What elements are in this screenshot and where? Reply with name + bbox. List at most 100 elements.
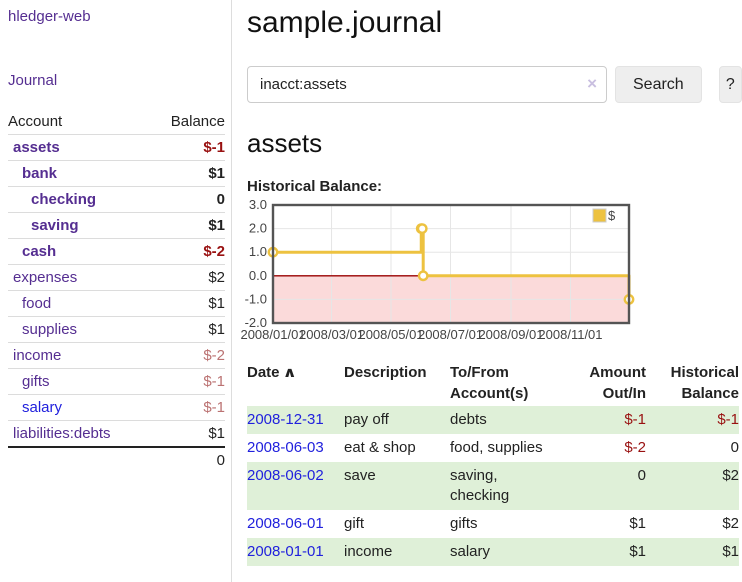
search-button[interactable]: Search — [615, 66, 702, 103]
transaction-amount-cell: $1 — [629, 543, 646, 560]
search-form: × Search ? — [247, 66, 742, 103]
page-title: sample.journal — [247, 6, 443, 39]
account-link[interactable]: expenses — [13, 269, 78, 286]
sidebar-account-row: saving $1 — [8, 213, 225, 239]
transaction-description-cell: save — [344, 467, 376, 484]
transaction-date-cell: 2008-06-01 — [247, 510, 344, 538]
transaction-date-link[interactable]: 2008-12-31 — [247, 411, 324, 428]
sidebar-account-row: cash $-2 — [8, 239, 225, 265]
sidebar: hledger-web Journal Account Balance asse… — [0, 0, 232, 582]
sidebar-account-row: checking 0 — [8, 187, 225, 213]
svg-text:2008/09/01: 2008/09/01 — [478, 327, 543, 342]
transaction-row: 2008-01-01 income salary $1 $1 — [247, 538, 739, 566]
app-title-link[interactable]: hledger-web — [8, 8, 91, 25]
account-column-header: Account — [8, 113, 63, 130]
transaction-accounts-cell: food, supplies — [450, 439, 543, 456]
transaction-amount-cell: $-1 — [624, 411, 646, 428]
sidebar-account-row: salary $-1 — [8, 395, 225, 421]
account-balance: $-1 — [203, 139, 225, 156]
transaction-row: 2008-12-31 pay off debts $-1 $-1 — [247, 406, 739, 434]
transaction-date-link[interactable]: 2008-01-01 — [247, 543, 324, 560]
account-balance: $1 — [208, 321, 225, 338]
account-link[interactable]: gifts — [22, 373, 50, 390]
account-balance: $-1 — [203, 399, 225, 416]
transaction-amount-cell: $1 — [629, 515, 646, 532]
main-content: sample.journal × Search ? assets Histori… — [233, 0, 742, 566]
transaction-date-cell: 2008-06-03 — [247, 434, 344, 462]
transaction-balance-cell: $2 — [722, 467, 739, 484]
nav-journal-link[interactable]: Journal — [8, 72, 58, 89]
transaction-date-link[interactable]: 2008-06-03 — [247, 439, 324, 456]
transaction-description-cell: eat & shop — [344, 439, 416, 456]
account-heading: assets — [247, 128, 323, 158]
account-balance: 0 — [216, 191, 225, 208]
balance-chart-svg: $3.0 2.0 1.0 0.0 -1.0 -2.02008/01/012008/03/0… — [240, 197, 635, 342]
clear-search-icon[interactable]: × — [587, 74, 597, 93]
accounts-header-row: Account Balance — [8, 109, 225, 135]
account-link[interactable]: assets — [13, 139, 60, 156]
account-link[interactable]: saving — [31, 217, 79, 234]
accounts-table: Account Balance assets $-1 bank $1 checking 0… — [8, 109, 225, 473]
account-balance: $1 — [208, 295, 225, 312]
transaction-date-cell: 2008-12-31 — [247, 406, 344, 434]
account-link[interactable]: bank — [22, 165, 58, 182]
transaction-balance-cell: $-1 — [717, 411, 739, 428]
col-header-balance: Historical Balance — [670, 364, 739, 402]
transaction-description-cell: income — [344, 543, 393, 560]
col-header-description: Description — [344, 364, 427, 381]
sidebar-account-row: income $-2 — [8, 343, 225, 369]
search-input[interactable] — [247, 66, 607, 103]
transaction-description-cell: pay off — [344, 411, 389, 428]
svg-text:-1.0: -1.0 — [245, 291, 267, 306]
transaction-date-link[interactable]: 2008-06-01 — [247, 515, 324, 532]
transaction-balance-cell: $1 — [722, 543, 739, 560]
sidebar-account-row: bank $1 — [8, 161, 225, 187]
transaction-balance-cell: 0 — [730, 439, 739, 456]
transaction-date-cell: 2008-06-02 — [247, 462, 344, 510]
svg-text:2008/07/01: 2008/07/01 — [418, 327, 483, 342]
help-button[interactable]: ? — [718, 66, 742, 103]
transaction-description-cell: gift — [344, 515, 365, 532]
account-balance: $-1 — [203, 373, 225, 390]
account-link[interactable]: income — [13, 347, 62, 364]
sidebar-account-row: supplies $1 — [8, 317, 225, 343]
svg-text:0.0: 0.0 — [249, 268, 267, 283]
svg-text:2008/01/01: 2008/01/01 — [240, 327, 305, 342]
transaction-date-link[interactable]: 2008-06-02 — [247, 467, 324, 484]
balance-chart: $3.0 2.0 1.0 0.0 -1.0 -2.0 2008/01/01 2008/03/0… — [240, 197, 742, 348]
transaction-accounts-cell: gifts — [450, 515, 478, 532]
account-balance: $1 — [208, 165, 225, 182]
account-balance: $-2 — [203, 347, 225, 364]
col-header-date[interactable]: Date ∧ — [247, 364, 297, 381]
account-link[interactable]: food — [22, 295, 52, 312]
transaction-row: 2008-06-03 eat & shop food, supplies $-2 0 — [247, 434, 739, 462]
accounts-total-value: 0 — [216, 452, 225, 469]
transaction-balance-cell: $2 — [722, 515, 739, 532]
svg-text:2008/05/01: 2008/05/01 — [358, 327, 423, 342]
transaction-accounts-cell: saving, checking — [450, 467, 510, 504]
register-table: Date ∧ Description To/From Account(s) Amo… — [247, 360, 739, 566]
svg-text:2008/11/01: 2008/11/01 — [538, 327, 602, 342]
balance-column-header: Balance — [170, 113, 225, 130]
account-link[interactable]: liabilities:debts — [13, 425, 111, 442]
historical-balance-label: Historical Balance: — [247, 178, 383, 195]
sidebar-account-row: food $1 — [8, 291, 225, 317]
account-balance: $2 — [208, 269, 225, 286]
account-link[interactable]: cash — [22, 243, 57, 260]
transaction-amount-cell: 0 — [637, 467, 646, 484]
register-header-row: Date ∧ Description To/From Account(s) Amo… — [247, 360, 739, 406]
account-link[interactable]: supplies — [22, 321, 78, 338]
sidebar-account-row: assets $-1 — [8, 135, 225, 161]
account-balance: $-2 — [203, 243, 225, 260]
transaction-row: 2008-06-02 save saving, checking 0 $2 — [247, 462, 739, 510]
svg-text:$: $ — [608, 208, 616, 223]
transaction-accounts-cell: salary — [450, 543, 491, 560]
col-header-tofrom: To/From Account(s) — [450, 364, 529, 402]
account-link[interactable]: salary — [22, 399, 63, 416]
svg-text:2.0: 2.0 — [249, 221, 267, 236]
account-link[interactable]: checking — [31, 191, 97, 208]
sort-ascending-icon: ∧ — [282, 364, 297, 380]
account-balance: $1 — [208, 425, 225, 442]
svg-text:1.0: 1.0 — [249, 244, 267, 259]
col-header-amount: Amount Out/In — [589, 364, 646, 402]
